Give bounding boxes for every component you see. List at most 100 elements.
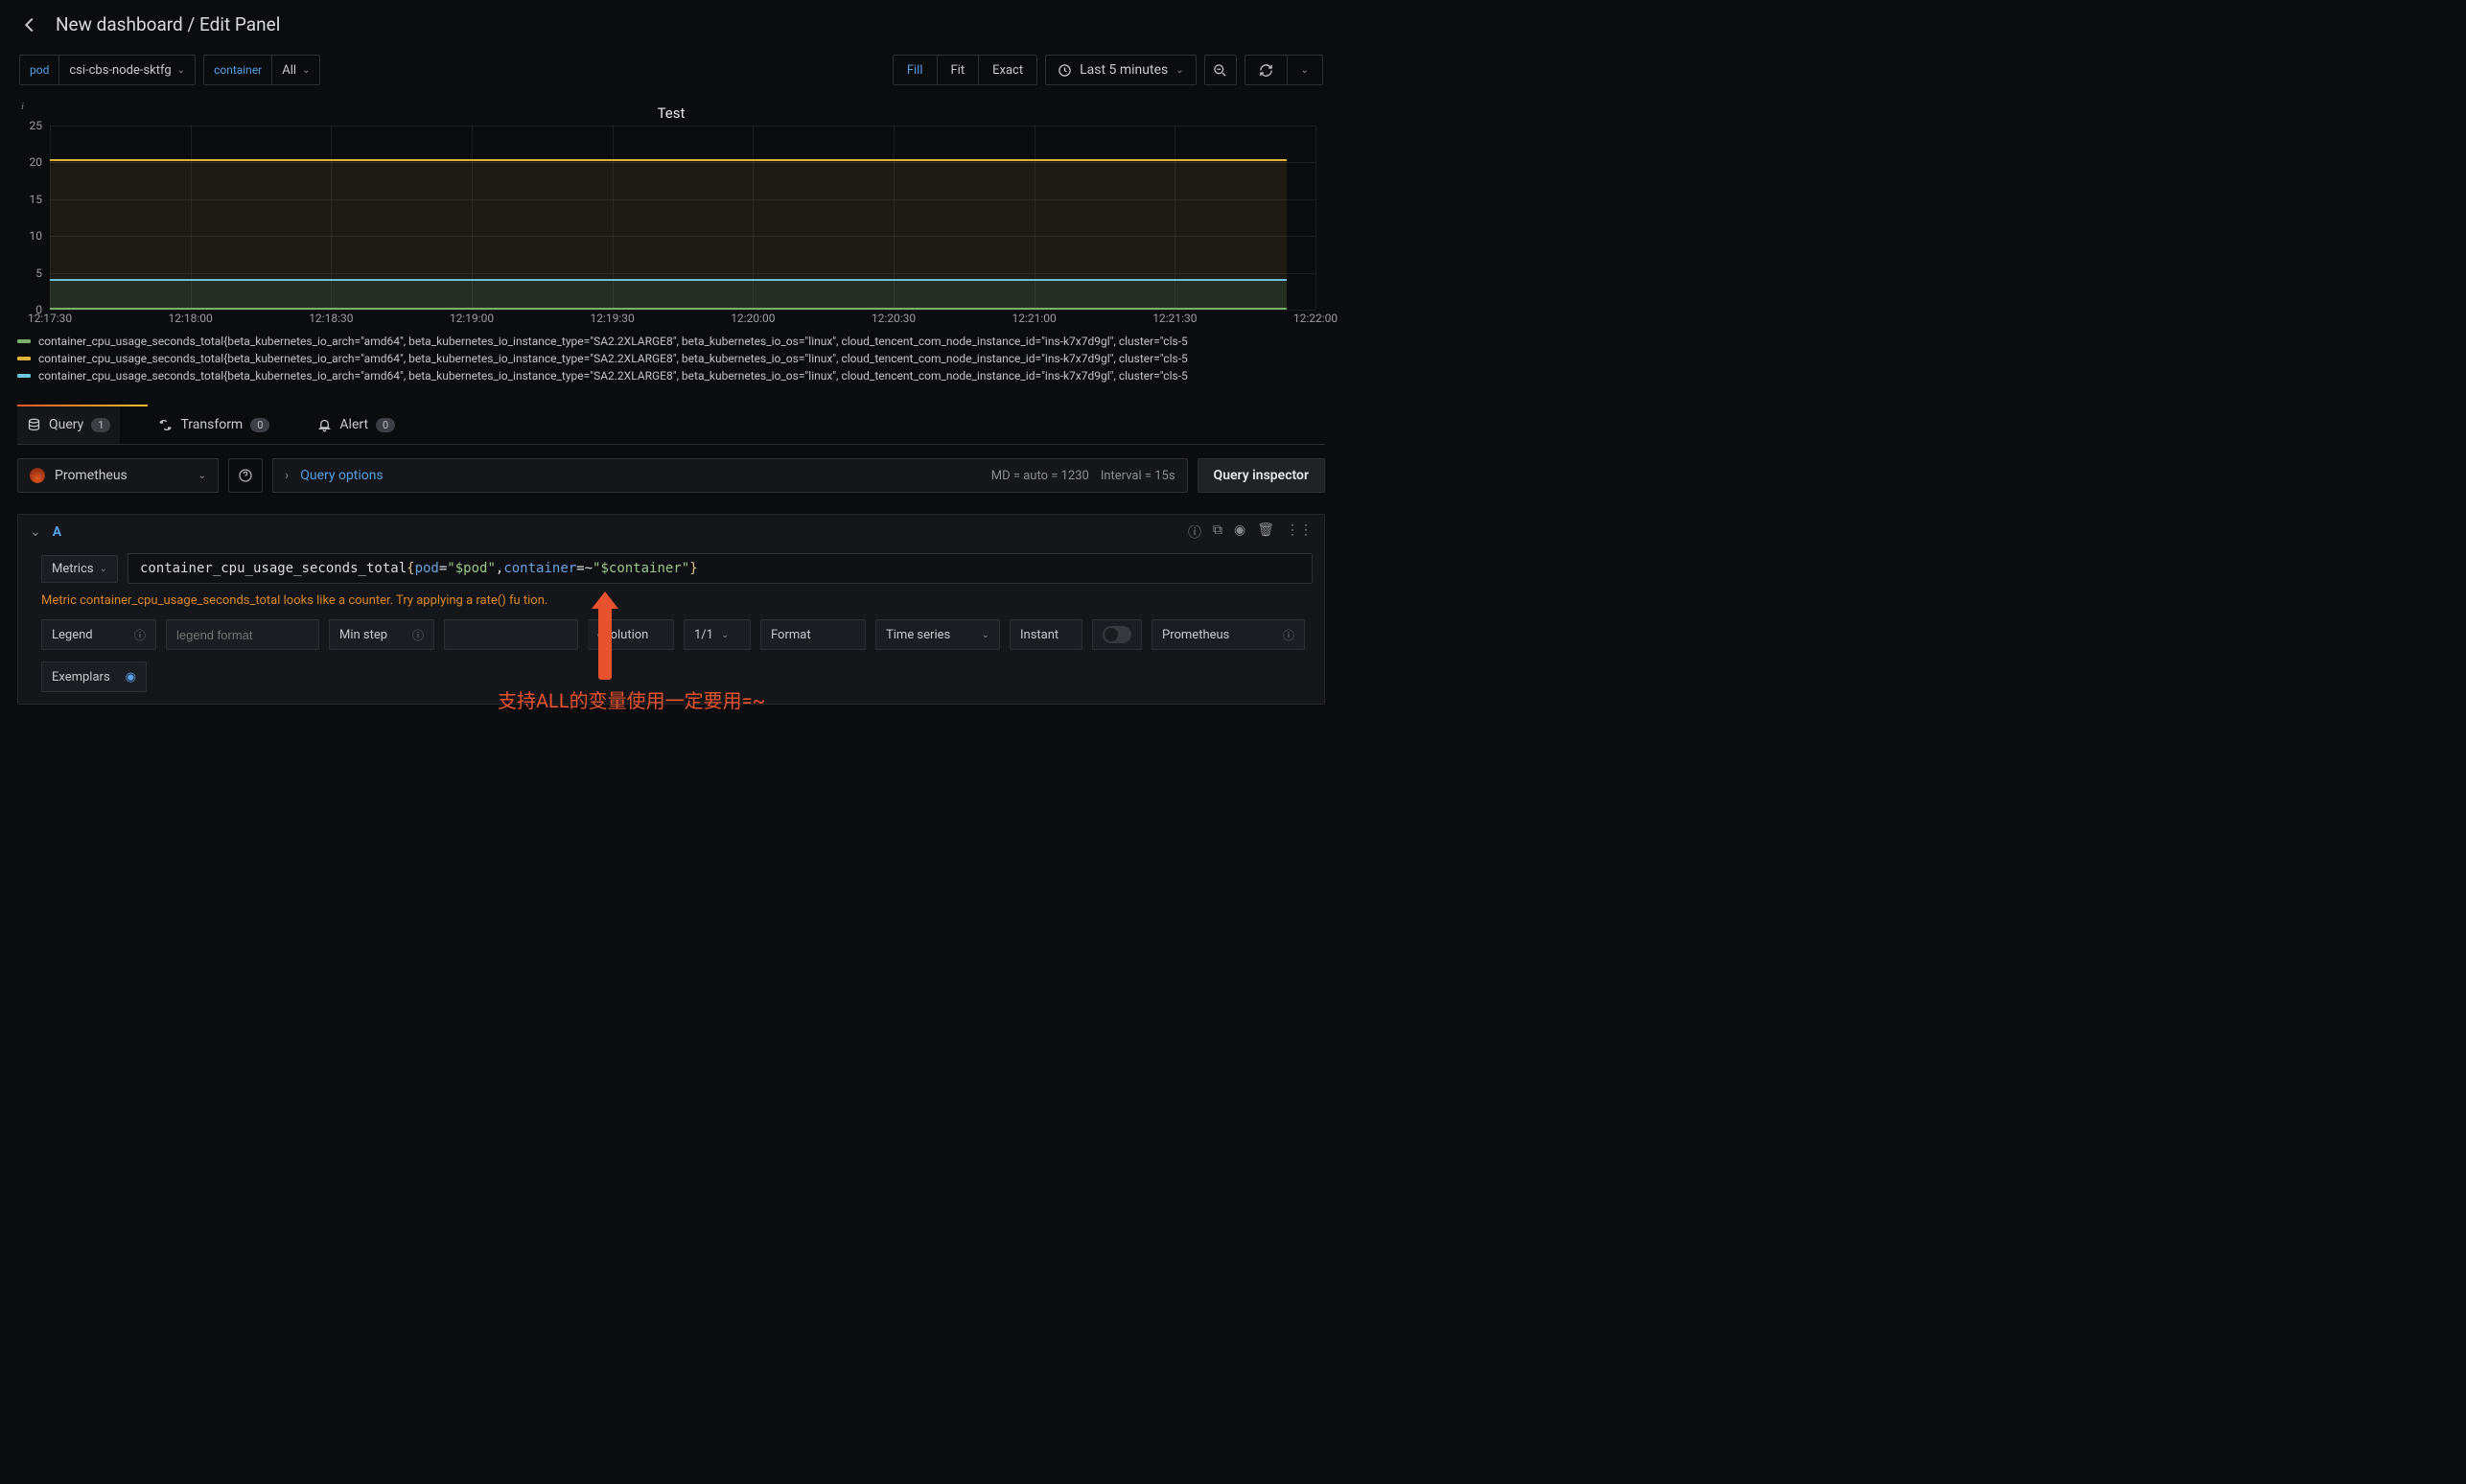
- refresh-icon: [1259, 63, 1273, 78]
- query-help-icon[interactable]: ⓘ: [1188, 522, 1201, 542]
- drag-handle-icon[interactable]: ⋮⋮: [1286, 522, 1313, 542]
- minstep-label: Min step: [339, 628, 387, 642]
- legend-swatch: [17, 339, 31, 343]
- x-axis-tick: 12:20:30: [872, 312, 916, 325]
- minstep-input[interactable]: [454, 628, 560, 642]
- time-range-label: Last 5 minutes: [1080, 62, 1168, 78]
- instant-toggle-wrap: [1092, 619, 1142, 650]
- time-range-picker[interactable]: Last 5 minutes ⌄: [1045, 55, 1197, 85]
- legend-input-wrap: [166, 619, 319, 650]
- format-value: Time series: [886, 628, 950, 642]
- x-axis-tick: 12:18:00: [169, 312, 213, 325]
- query-inspector-button[interactable]: Query inspector: [1198, 458, 1325, 493]
- metrics-browser-button[interactable]: Metrics ⌄: [41, 555, 118, 583]
- fit-button[interactable]: Fit: [938, 56, 980, 84]
- legend-label: Legend: [52, 628, 93, 642]
- legend-input[interactable]: [176, 628, 282, 642]
- tab-transform[interactable]: Transform 0: [149, 406, 279, 444]
- datasource-picker[interactable]: Prometheus ⌄: [17, 458, 219, 493]
- metrics-label: Metrics: [52, 562, 94, 576]
- promql-input[interactable]: container_cpu_usage_seconds_total{pod="$…: [128, 553, 1313, 584]
- x-axis-tick: 12:20:00: [731, 312, 775, 325]
- variable-container[interactable]: container All ⌄: [203, 55, 320, 85]
- display-mode-group: Fill Fit Exact: [893, 55, 1037, 85]
- chevron-down-icon: ⌄: [982, 630, 989, 640]
- zoom-out-icon: [1213, 63, 1227, 78]
- tab-transform-count: 0: [250, 418, 269, 432]
- chevron-down-icon: ⌄: [177, 65, 185, 76]
- x-axis-tick: 12:19:00: [450, 312, 494, 325]
- query-hint[interactable]: Metric container_cpu_usage_seconds_total…: [18, 588, 1324, 615]
- exact-button[interactable]: Exact: [979, 56, 1036, 84]
- info-icon[interactable]: ⓘ: [412, 627, 424, 643]
- instant-toggle[interactable]: [1103, 626, 1131, 643]
- legend-swatch: [17, 374, 31, 378]
- instant-label-field: Instant: [1010, 619, 1082, 650]
- exemplars-label: Exemplars: [52, 670, 110, 684]
- query-options-md: MD = auto = 1230: [991, 469, 1089, 483]
- source-label-field: Prometheus ⓘ: [1152, 619, 1305, 650]
- legend-label-field: Legend ⓘ: [41, 619, 156, 650]
- delete-query-icon[interactable]: 🗑: [1257, 522, 1274, 542]
- chevron-down-icon: ⌄: [1301, 65, 1309, 76]
- tab-query-label: Query: [49, 417, 83, 432]
- fill-button[interactable]: Fill: [894, 56, 938, 84]
- eye-icon[interactable]: ◉: [126, 670, 136, 684]
- format-label-field: Format: [760, 619, 866, 650]
- prometheus-icon: [30, 468, 45, 483]
- source-label: Prometheus: [1162, 628, 1229, 642]
- help-icon: [238, 468, 253, 483]
- exemplars-field: Exemplars ◉: [41, 661, 147, 692]
- tab-transform-label: Transform: [180, 417, 243, 432]
- transform-icon: [158, 418, 173, 432]
- y-axis-tick: 10: [30, 229, 43, 243]
- chevron-down-icon: ⌄: [721, 630, 729, 640]
- info-icon[interactable]: ⓘ: [1283, 627, 1294, 643]
- tab-query-count: 1: [91, 418, 110, 432]
- query-options-toggle[interactable]: Query options: [300, 468, 384, 483]
- back-arrow-icon[interactable]: [19, 14, 40, 35]
- datasource-help-button[interactable]: [228, 458, 263, 493]
- legend-label: container_cpu_usage_seconds_total{beta_k…: [38, 369, 1188, 383]
- y-axis-tick: 5: [35, 267, 42, 280]
- tab-query[interactable]: Query 1: [17, 406, 120, 444]
- annotation-arrow: [598, 605, 612, 680]
- clock-icon: [1058, 63, 1072, 78]
- chevron-down-icon: ⌄: [198, 471, 206, 481]
- legend-item[interactable]: container_cpu_usage_seconds_total{beta_k…: [17, 350, 1325, 367]
- chevron-down-icon: ⌄: [302, 65, 310, 76]
- refresh-interval-dropdown[interactable]: ⌄: [1288, 56, 1322, 84]
- tab-alert-label: Alert: [339, 417, 368, 432]
- x-axis-tick: 12:17:30: [28, 312, 72, 325]
- refresh-button[interactable]: [1245, 56, 1288, 84]
- x-axis-tick: 12:21:00: [1012, 312, 1057, 325]
- chevron-right-icon[interactable]: ›: [285, 468, 289, 483]
- resolution-select[interactable]: 1/1 ⌄: [684, 619, 751, 650]
- x-axis-tick: 12:21:30: [1152, 312, 1197, 325]
- collapse-query-icon[interactable]: ⌄: [30, 524, 41, 540]
- zoom-out-button[interactable]: [1204, 55, 1237, 85]
- legend-item[interactable]: container_cpu_usage_seconds_total{beta_k…: [17, 367, 1325, 384]
- info-icon[interactable]: ⓘ: [134, 627, 146, 643]
- chevron-down-icon: ⌄: [100, 564, 107, 574]
- y-axis-tick: 25: [30, 119, 43, 132]
- instant-label: Instant: [1020, 628, 1059, 642]
- copy-query-icon[interactable]: ⧉: [1213, 522, 1222, 542]
- format-select[interactable]: Time series ⌄: [875, 619, 1000, 650]
- toggle-visibility-icon[interactable]: ◉: [1234, 522, 1245, 542]
- resolution-value: 1/1: [694, 628, 713, 642]
- tab-alert[interactable]: Alert 0: [308, 406, 405, 444]
- legend-item[interactable]: container_cpu_usage_seconds_total{beta_k…: [17, 333, 1325, 350]
- datasource-name: Prometheus: [55, 468, 128, 483]
- y-axis-tick: 15: [30, 193, 43, 206]
- database-icon: [27, 418, 41, 432]
- minstep-input-wrap: [444, 619, 578, 650]
- variable-container-value: All: [282, 63, 296, 78]
- format-label: Format: [771, 628, 811, 642]
- variable-pod[interactable]: pod csi-cbs-node-sktfg ⌄: [19, 55, 196, 85]
- legend-label: container_cpu_usage_seconds_total{beta_k…: [38, 352, 1188, 365]
- time-series-chart[interactable]: 0510152025 12:17:3012:18:0012:18:3012:19…: [50, 126, 1315, 327]
- info-icon[interactable]: i: [21, 101, 24, 112]
- tab-alert-count: 0: [376, 418, 395, 432]
- legend-label: container_cpu_usage_seconds_total{beta_k…: [38, 335, 1188, 348]
